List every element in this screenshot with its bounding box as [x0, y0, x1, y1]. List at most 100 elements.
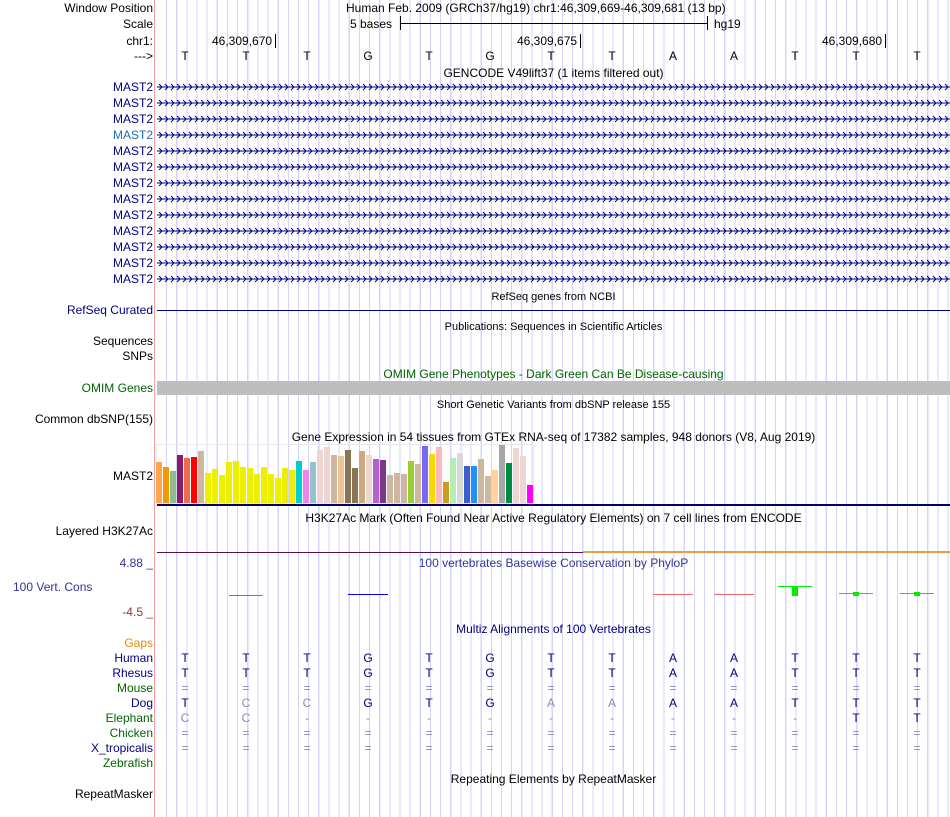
- gene-feature-arrows[interactable]: [157, 130, 950, 140]
- h3k27ac-label[interactable]: Layered H3K27Ac: [55, 524, 153, 538]
- gtex-tissue-bar[interactable]: [478, 458, 484, 503]
- publications-label-snps[interactable]: SNPs: [122, 349, 153, 363]
- omim-gene-bar[interactable]: [157, 381, 950, 395]
- gtex-tissue-bar[interactable]: [359, 450, 365, 503]
- dbsnp-track-title[interactable]: Short Genetic Variants from dbSNP releas…: [436, 399, 671, 411]
- gtex-tissue-bar[interactable]: [212, 469, 218, 503]
- gtex-tissue-bar[interactable]: [345, 449, 351, 503]
- species-label[interactable]: Dog: [130, 696, 153, 710]
- gtex-tissue-bar[interactable]: [226, 462, 232, 503]
- gtex-tissue-bar[interactable]: [373, 458, 379, 503]
- gtex-tissue-bar[interactable]: [527, 484, 533, 503]
- gtex-tissue-bar[interactable]: [401, 474, 407, 503]
- gtex-tissue-bar[interactable]: [429, 453, 435, 503]
- gtex-tissue-bar[interactable]: [289, 470, 295, 503]
- gene-label[interactable]: MAST2: [112, 192, 153, 206]
- gtex-tissue-bar[interactable]: [366, 454, 372, 503]
- gtex-tissue-bar[interactable]: [471, 466, 477, 503]
- gene-label[interactable]: MAST2: [112, 160, 153, 174]
- gtex-tissue-bar[interactable]: [282, 468, 288, 503]
- refseq-gene-line[interactable]: [157, 310, 950, 311]
- species-label[interactable]: Chicken: [109, 726, 153, 740]
- gtex-tissue-bar[interactable]: [317, 449, 323, 503]
- refseq-label[interactable]: RefSeq Curated: [66, 303, 153, 317]
- gtex-tissue-bar[interactable]: [436, 446, 442, 503]
- refseq-track-title[interactable]: RefSeq genes from NCBI: [491, 291, 616, 303]
- gtex-tissue-bar[interactable]: [303, 470, 309, 503]
- species-label[interactable]: Mouse: [116, 681, 153, 695]
- gtex-tissue-bar[interactable]: [352, 468, 358, 503]
- gtex-tissue-bar[interactable]: [324, 446, 330, 503]
- gene-label[interactable]: MAST2: [112, 128, 153, 142]
- phylop-track-title[interactable]: 100 vertebrates Basewise Conservation by…: [418, 556, 689, 570]
- gtex-tissue-bar[interactable]: [184, 457, 190, 503]
- gtex-tissue-bar[interactable]: [198, 450, 204, 503]
- gtex-tissue-bar[interactable]: [170, 471, 176, 503]
- gene-feature-arrows[interactable]: [157, 82, 950, 92]
- gtex-tissue-bar[interactable]: [191, 456, 197, 503]
- gtex-tissue-bar[interactable]: [513, 447, 519, 503]
- gtex-tissue-bar[interactable]: [394, 473, 400, 503]
- gene-feature-arrows[interactable]: [157, 226, 950, 236]
- gtex-tissue-bar[interactable]: [387, 474, 393, 503]
- gene-feature-arrows[interactable]: [157, 162, 950, 172]
- gtex-tissue-bar[interactable]: [310, 462, 316, 503]
- species-label[interactable]: Human: [114, 651, 153, 665]
- gtex-tissue-bar[interactable]: [457, 452, 463, 503]
- gene-feature-arrows[interactable]: [157, 178, 950, 188]
- gtex-tissue-bar[interactable]: [380, 459, 386, 503]
- gtex-tissue-bar[interactable]: [275, 477, 281, 503]
- multiz-track-title[interactable]: Multiz Alignments of 100 Vertebrates: [456, 622, 651, 636]
- gtex-tissue-bar[interactable]: [499, 445, 505, 503]
- gtex-tissue-bar[interactable]: [296, 461, 302, 503]
- gtex-tissue-bar[interactable]: [177, 454, 183, 503]
- gtex-tissue-bar[interactable]: [415, 464, 421, 503]
- gtex-tissue-bar[interactable]: [450, 457, 456, 503]
- gtex-tissue-bar[interactable]: [205, 473, 211, 503]
- gene-feature-arrows[interactable]: [157, 258, 950, 268]
- gene-label[interactable]: MAST2: [112, 144, 153, 158]
- publications-label-sequences[interactable]: Sequences: [92, 334, 153, 348]
- gtex-label[interactable]: MAST2: [112, 469, 153, 483]
- dbsnp-label[interactable]: Common dbSNP(155): [34, 412, 153, 426]
- gene-feature-arrows[interactable]: [157, 98, 950, 108]
- gene-label[interactable]: MAST2: [112, 80, 153, 94]
- gene-label[interactable]: MAST2: [112, 240, 153, 254]
- gene-label[interactable]: MAST2: [112, 224, 153, 238]
- phylop-label[interactable]: 100 Vert. Cons: [13, 580, 93, 594]
- omim-track-title[interactable]: OMIM Gene Phenotypes - Dark Green Can Be…: [383, 367, 724, 381]
- repeatmasker-label[interactable]: RepeatMasker: [74, 787, 153, 801]
- gene-label[interactable]: MAST2: [112, 176, 153, 190]
- gtex-tissue-bar[interactable]: [485, 475, 491, 503]
- h3k27ac-track-title[interactable]: H3K27Ac Mark (Often Found Near Active Re…: [305, 511, 802, 525]
- gene-feature-arrows[interactable]: [157, 114, 950, 124]
- gtex-tissue-bar[interactable]: [338, 455, 344, 503]
- gtex-tissue-bar[interactable]: [233, 461, 239, 503]
- species-label[interactable]: Elephant: [105, 711, 153, 725]
- gtex-tissue-bar[interactable]: [506, 463, 512, 503]
- gtex-tissue-bar[interactable]: [408, 461, 414, 503]
- publications-track-title[interactable]: Publications: Sequences in Scientific Ar…: [444, 321, 663, 333]
- gtex-tissue-bar[interactable]: [492, 470, 498, 503]
- gtex-tissue-bar[interactable]: [247, 468, 253, 503]
- gene-label[interactable]: MAST2: [112, 96, 153, 110]
- gtex-track-title[interactable]: Gene Expression in 54 tissues from GTEx …: [291, 430, 816, 444]
- gtex-tissue-bar[interactable]: [464, 466, 470, 503]
- gene-label[interactable]: MAST2: [112, 112, 153, 126]
- gene-feature-arrows[interactable]: [157, 194, 950, 204]
- gtex-tissue-bar[interactable]: [268, 474, 274, 503]
- species-label[interactable]: Zebrafish: [102, 756, 153, 770]
- gtex-tissue-bar[interactable]: [261, 467, 267, 503]
- gtex-tissue-bar[interactable]: [520, 455, 526, 503]
- gtex-tissue-bar[interactable]: [443, 481, 449, 503]
- gtex-tissue-bar[interactable]: [163, 467, 169, 503]
- gtex-tissue-bar[interactable]: [219, 474, 225, 503]
- gtex-tissue-bar[interactable]: [156, 462, 162, 503]
- gencode-track-title[interactable]: GENCODE V49lift37 (1 items filtered out): [443, 66, 664, 80]
- repeatmasker-track-title[interactable]: Repeating Elements by RepeatMasker: [450, 772, 657, 786]
- gene-label[interactable]: MAST2: [112, 256, 153, 270]
- gene-feature-arrows[interactable]: [157, 274, 950, 284]
- gene-label[interactable]: MAST2: [112, 208, 153, 222]
- gtex-tissue-bar[interactable]: [331, 454, 337, 503]
